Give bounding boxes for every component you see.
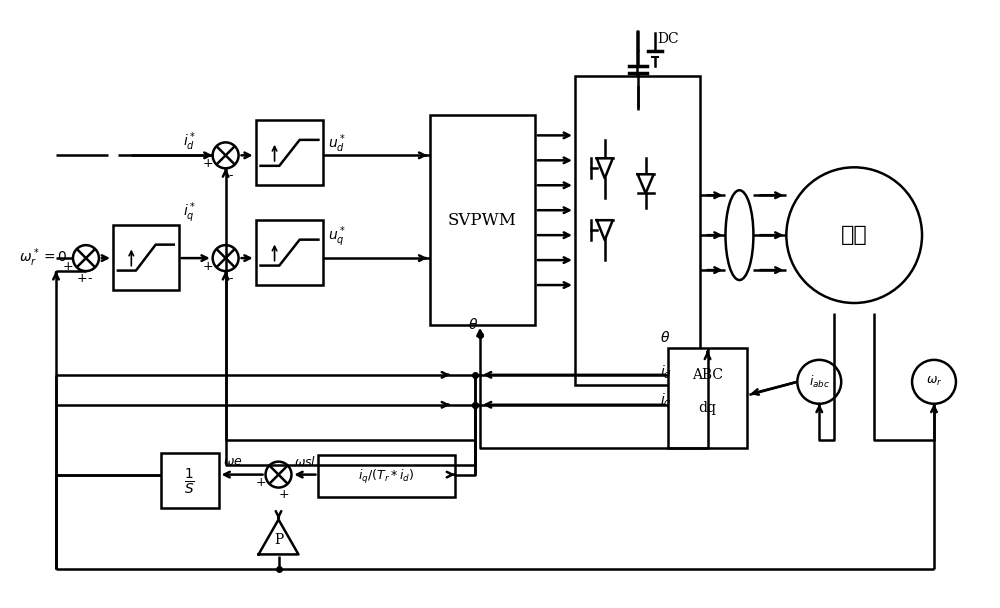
Text: -: - bbox=[228, 169, 233, 182]
Bar bbox=[575, 75, 700, 385]
Text: $\omega e$: $\omega e$ bbox=[223, 455, 242, 468]
Text: dq: dq bbox=[699, 401, 717, 415]
Polygon shape bbox=[597, 158, 613, 178]
Bar bbox=[113, 225, 179, 290]
Bar bbox=[430, 116, 535, 325]
Text: P: P bbox=[274, 533, 283, 547]
Bar bbox=[668, 348, 747, 447]
Text: $\omega_r^*=0$: $\omega_r^*=0$ bbox=[19, 247, 67, 269]
Text: +: + bbox=[63, 260, 73, 272]
Text: $\frac{1}{S}$: $\frac{1}{S}$ bbox=[184, 466, 195, 497]
Text: $i_q$: $i_q$ bbox=[660, 392, 671, 412]
Bar bbox=[161, 453, 219, 508]
Text: $i_d$: $i_d$ bbox=[660, 363, 672, 381]
Text: 电机: 电机 bbox=[841, 224, 868, 246]
Text: +: + bbox=[77, 272, 87, 285]
Text: -: - bbox=[228, 272, 233, 285]
Polygon shape bbox=[638, 174, 654, 193]
Polygon shape bbox=[597, 220, 613, 240]
Text: $\theta$: $\theta$ bbox=[660, 330, 670, 345]
Text: $i_{abc}$: $i_{abc}$ bbox=[809, 374, 830, 390]
Text: $\theta$: $\theta$ bbox=[468, 317, 478, 333]
Bar bbox=[318, 455, 455, 497]
Text: +: + bbox=[278, 488, 289, 501]
Text: $i_d^*$: $i_d^*$ bbox=[183, 130, 196, 153]
Text: $i_q/(T_r*i_d)$: $i_q/(T_r*i_d)$ bbox=[358, 468, 414, 486]
Text: +: + bbox=[202, 260, 213, 272]
Text: SVPWM: SVPWM bbox=[448, 212, 516, 229]
Text: ABC: ABC bbox=[692, 368, 723, 382]
Text: $\omega_r$: $\omega_r$ bbox=[926, 375, 942, 389]
Text: $i_q^*$: $i_q^*$ bbox=[183, 201, 196, 226]
Text: -: - bbox=[88, 272, 92, 285]
Polygon shape bbox=[259, 519, 298, 554]
Text: +: + bbox=[255, 476, 266, 489]
Text: $u_d^*$: $u_d^*$ bbox=[328, 132, 346, 154]
Text: $\omega sl$: $\omega sl$ bbox=[294, 455, 317, 469]
Text: DC: DC bbox=[657, 32, 678, 46]
Bar bbox=[256, 120, 323, 185]
Text: $u_q^*$: $u_q^*$ bbox=[328, 225, 346, 249]
Text: +: + bbox=[202, 157, 213, 170]
Bar bbox=[256, 220, 323, 285]
